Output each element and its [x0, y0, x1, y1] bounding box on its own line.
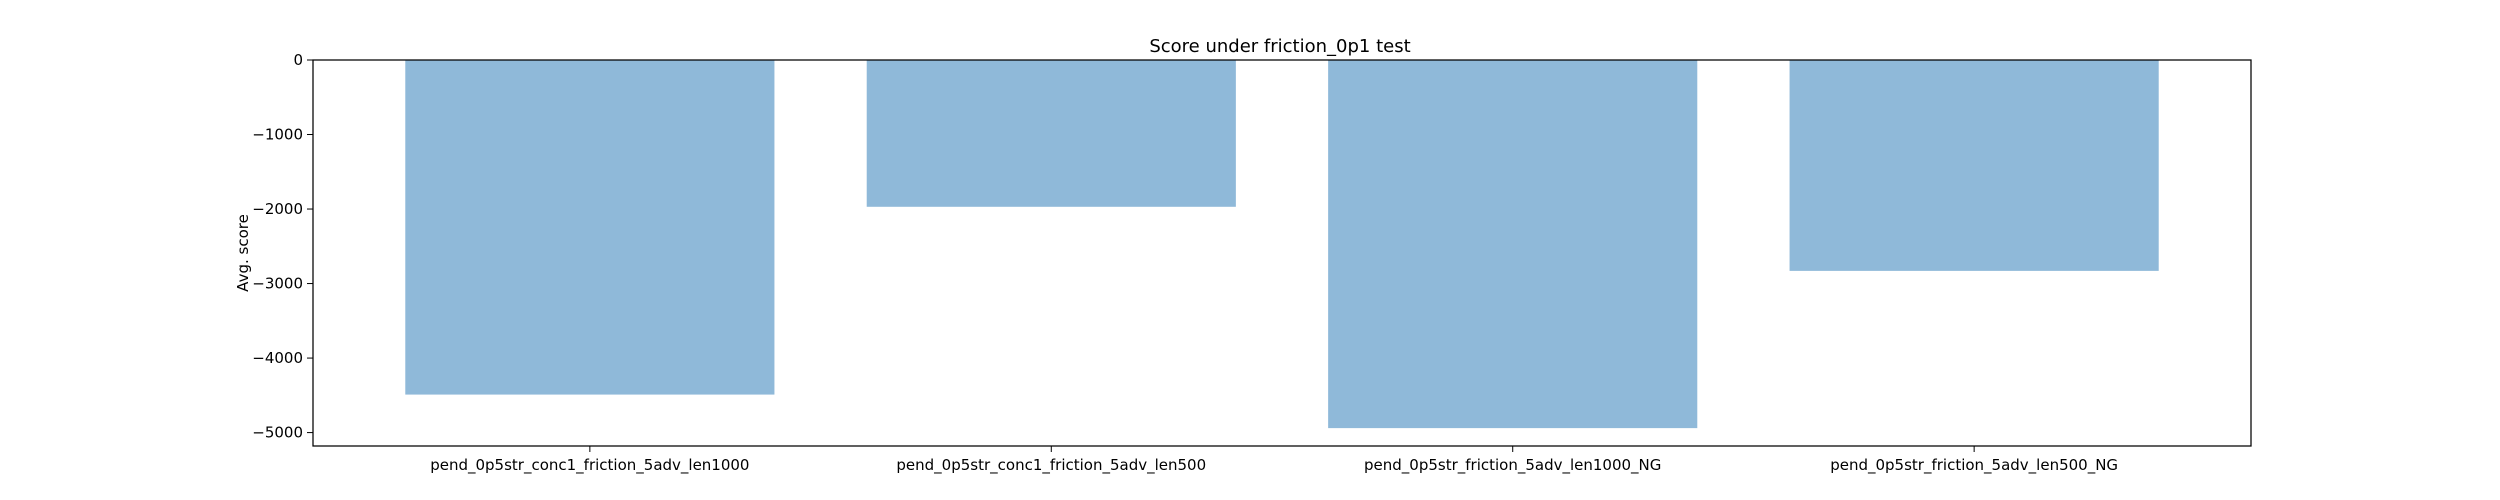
x-tick-label: pend_0p5str_friction_5adv_len500_NG: [1830, 456, 2118, 475]
x-axis: pend_0p5str_conc1_friction_5adv_len1000 p…: [430, 446, 2118, 475]
bar-4: [1789, 60, 2159, 271]
y-axis-title: Avg. score: [234, 214, 252, 292]
y-tick-label: −1000: [252, 126, 303, 144]
x-tick-label: pend_0p5str_friction_5adv_len1000_NG: [1364, 456, 1661, 475]
chart-title: Score under friction_0p1 test: [1149, 36, 1410, 57]
bar-3: [1328, 60, 1698, 429]
y-tick-label: −2000: [252, 200, 303, 218]
bars-layer: [405, 60, 2159, 429]
plot-frame: [312, 59, 2252, 447]
bar-1: [405, 60, 775, 395]
bar-2: [866, 60, 1236, 207]
y-tick-label: −3000: [252, 275, 303, 293]
y-axis: 0 −1000 −2000 −3000 −4000 −5000: [252, 51, 313, 442]
y-tick-label: −4000: [252, 349, 303, 367]
y-tick-label: 0: [293, 51, 303, 69]
x-tick-label: pend_0p5str_conc1_friction_5adv_len500: [896, 456, 1206, 475]
y-tick-label: −5000: [252, 424, 303, 442]
x-tick-label: pend_0p5str_conc1_friction_5adv_len1000: [430, 456, 749, 475]
